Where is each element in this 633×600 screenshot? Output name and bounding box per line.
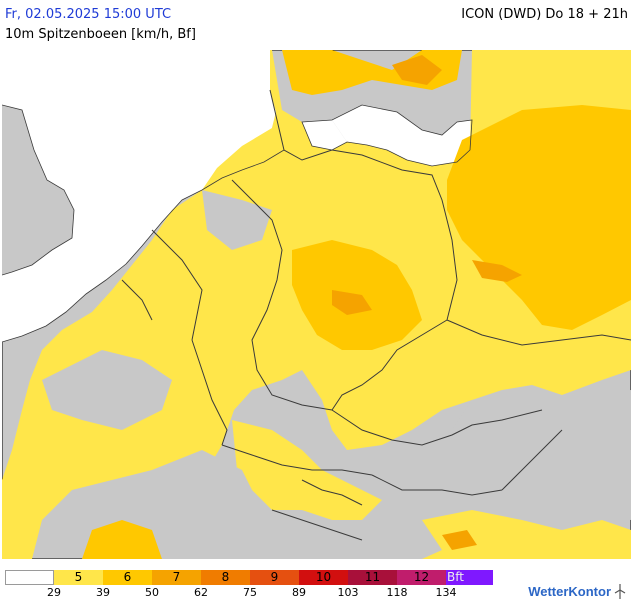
gust-field-7-d xyxy=(442,530,477,550)
north-sea xyxy=(2,50,284,342)
legend-bin-1: 5 xyxy=(54,570,103,585)
gust-field-7-c xyxy=(332,290,372,315)
forecast-datetime: Fr, 02.05.2025 15:00 UTC xyxy=(5,7,172,22)
coastlines xyxy=(2,104,473,343)
grey-zone-central xyxy=(202,190,272,250)
baltic-sea xyxy=(332,105,472,166)
legend-bin-4: 8 xyxy=(201,570,250,585)
legend-tick: 50 xyxy=(145,586,159,599)
legend-bin-2: 6 xyxy=(103,570,152,585)
grey-zone-west xyxy=(42,350,172,430)
gust-field-5-se xyxy=(422,510,631,559)
grey-zone-alps xyxy=(142,450,442,559)
legend-tick: 62 xyxy=(194,586,208,599)
legend-tick: 89 xyxy=(292,586,306,599)
legend-tick: 118 xyxy=(386,586,408,599)
country-borders xyxy=(121,89,631,541)
legend-tick: 134 xyxy=(435,586,457,599)
uk-land xyxy=(2,105,74,275)
legend-bin-5: 9 xyxy=(250,570,299,585)
brand-name: WetterKontor xyxy=(528,583,611,599)
legend-bin-0 xyxy=(5,570,54,585)
legend-bin-7: 11 xyxy=(348,570,397,585)
gust-field-7-b xyxy=(472,260,522,282)
gust-field-5-south xyxy=(232,420,382,520)
legend-tick: 103 xyxy=(337,586,359,599)
legend-tick: 39 xyxy=(96,586,110,599)
legend-tick: 75 xyxy=(243,586,257,599)
gust-map xyxy=(2,50,631,559)
legend-bin-8: 12 xyxy=(397,570,446,585)
legend-ticks: 29 39 50 62 75 89 103 118 134 xyxy=(5,586,505,600)
model-run: ICON (DWD) Do 18 + 21h xyxy=(461,7,628,22)
gust-legend: 5 6 7 8 9 10 11 12 Bft xyxy=(5,570,493,585)
wind-turbine-icon xyxy=(614,584,626,599)
gust-field-6-east xyxy=(447,105,631,330)
legend-bin-3: 7 xyxy=(152,570,201,585)
legend-tick: 29 xyxy=(47,586,61,599)
gust-field-6-sw xyxy=(82,520,182,559)
legend-bin-6: 10 xyxy=(299,570,348,585)
legend-bin-9: Bft xyxy=(446,570,493,585)
baltic-strait xyxy=(302,120,347,150)
wetterkontor-logo[interactable]: WetterKontor xyxy=(528,583,627,599)
gust-field-7-a xyxy=(392,55,442,85)
parameter-title: 10m Spitzenboeen [km/h, Bf] xyxy=(5,27,196,42)
